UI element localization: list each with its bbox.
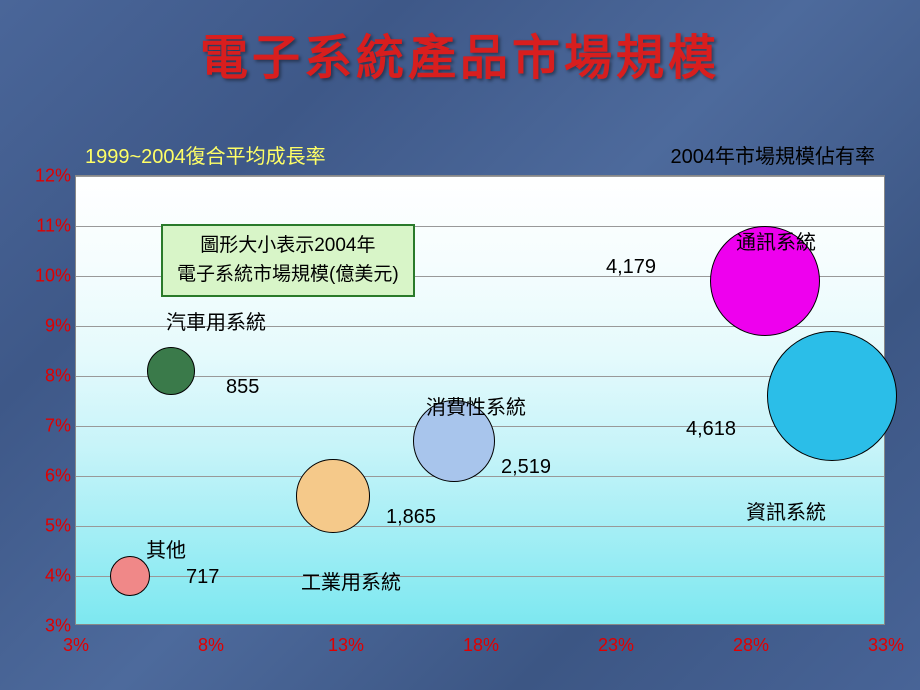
x-tick-label: 13% [328,635,364,656]
y-tick-label: 7% [26,416,71,437]
x-tick-label: 33% [868,635,904,656]
data-label: 4,618 [686,418,736,441]
x-tick-label: 8% [198,635,224,656]
y-tick-label: 10% [26,266,71,287]
bubble [147,347,195,395]
y-tick-label: 9% [26,316,71,337]
gridline [76,176,884,177]
bubble [110,556,150,596]
caption-line: 電子系統市場規模(億美元) [177,261,399,290]
bubble [767,331,897,461]
y-tick-label: 5% [26,516,71,537]
gridline [76,526,884,527]
y-tick-label: 11% [26,216,71,237]
x-axis-title: 2004年市場規模佔有率 [671,140,876,169]
gridline [76,376,884,377]
x-tick-label: 3% [63,635,89,656]
data-label: 1,865 [386,506,436,529]
data-label: 4,179 [606,256,656,279]
y-tick-label: 12% [26,166,71,187]
data-label: 855 [226,376,259,399]
data-label: 通訊系統 [736,226,816,255]
chart-caption: 圖形大小表示2004年電子系統市場規模(億美元) [161,224,415,297]
data-label: 其他 [146,534,186,563]
y-tick-label: 6% [26,466,71,487]
y-axis-title: 1999~2004復合平均成長率 [85,140,326,169]
data-label: 工業用系統 [301,566,401,595]
page-title: 電子系統產品市場規模 [0,18,920,88]
data-label: 消費性系統 [426,391,526,420]
y-tick-label: 3% [26,616,71,637]
caption-line: 圖形大小表示2004年 [177,232,399,261]
bubble [296,459,370,533]
data-label: 汽車用系統 [166,306,266,335]
x-tick-label: 18% [463,635,499,656]
x-tick-label: 23% [598,635,634,656]
gridline [76,476,884,477]
data-label: 717 [186,566,219,589]
y-tick-label: 4% [26,566,71,587]
plot-area: 3%4%5%6%7%8%9%10%11%12%3%8%13%18%23%28%3… [75,175,885,625]
data-label: 資訊系統 [746,496,826,525]
data-label: 2,519 [501,456,551,479]
y-tick-label: 8% [26,366,71,387]
x-tick-label: 28% [733,635,769,656]
bubble-chart: 1999~2004復合平均成長率 2004年市場規模佔有率 3%4%5%6%7%… [25,140,895,670]
